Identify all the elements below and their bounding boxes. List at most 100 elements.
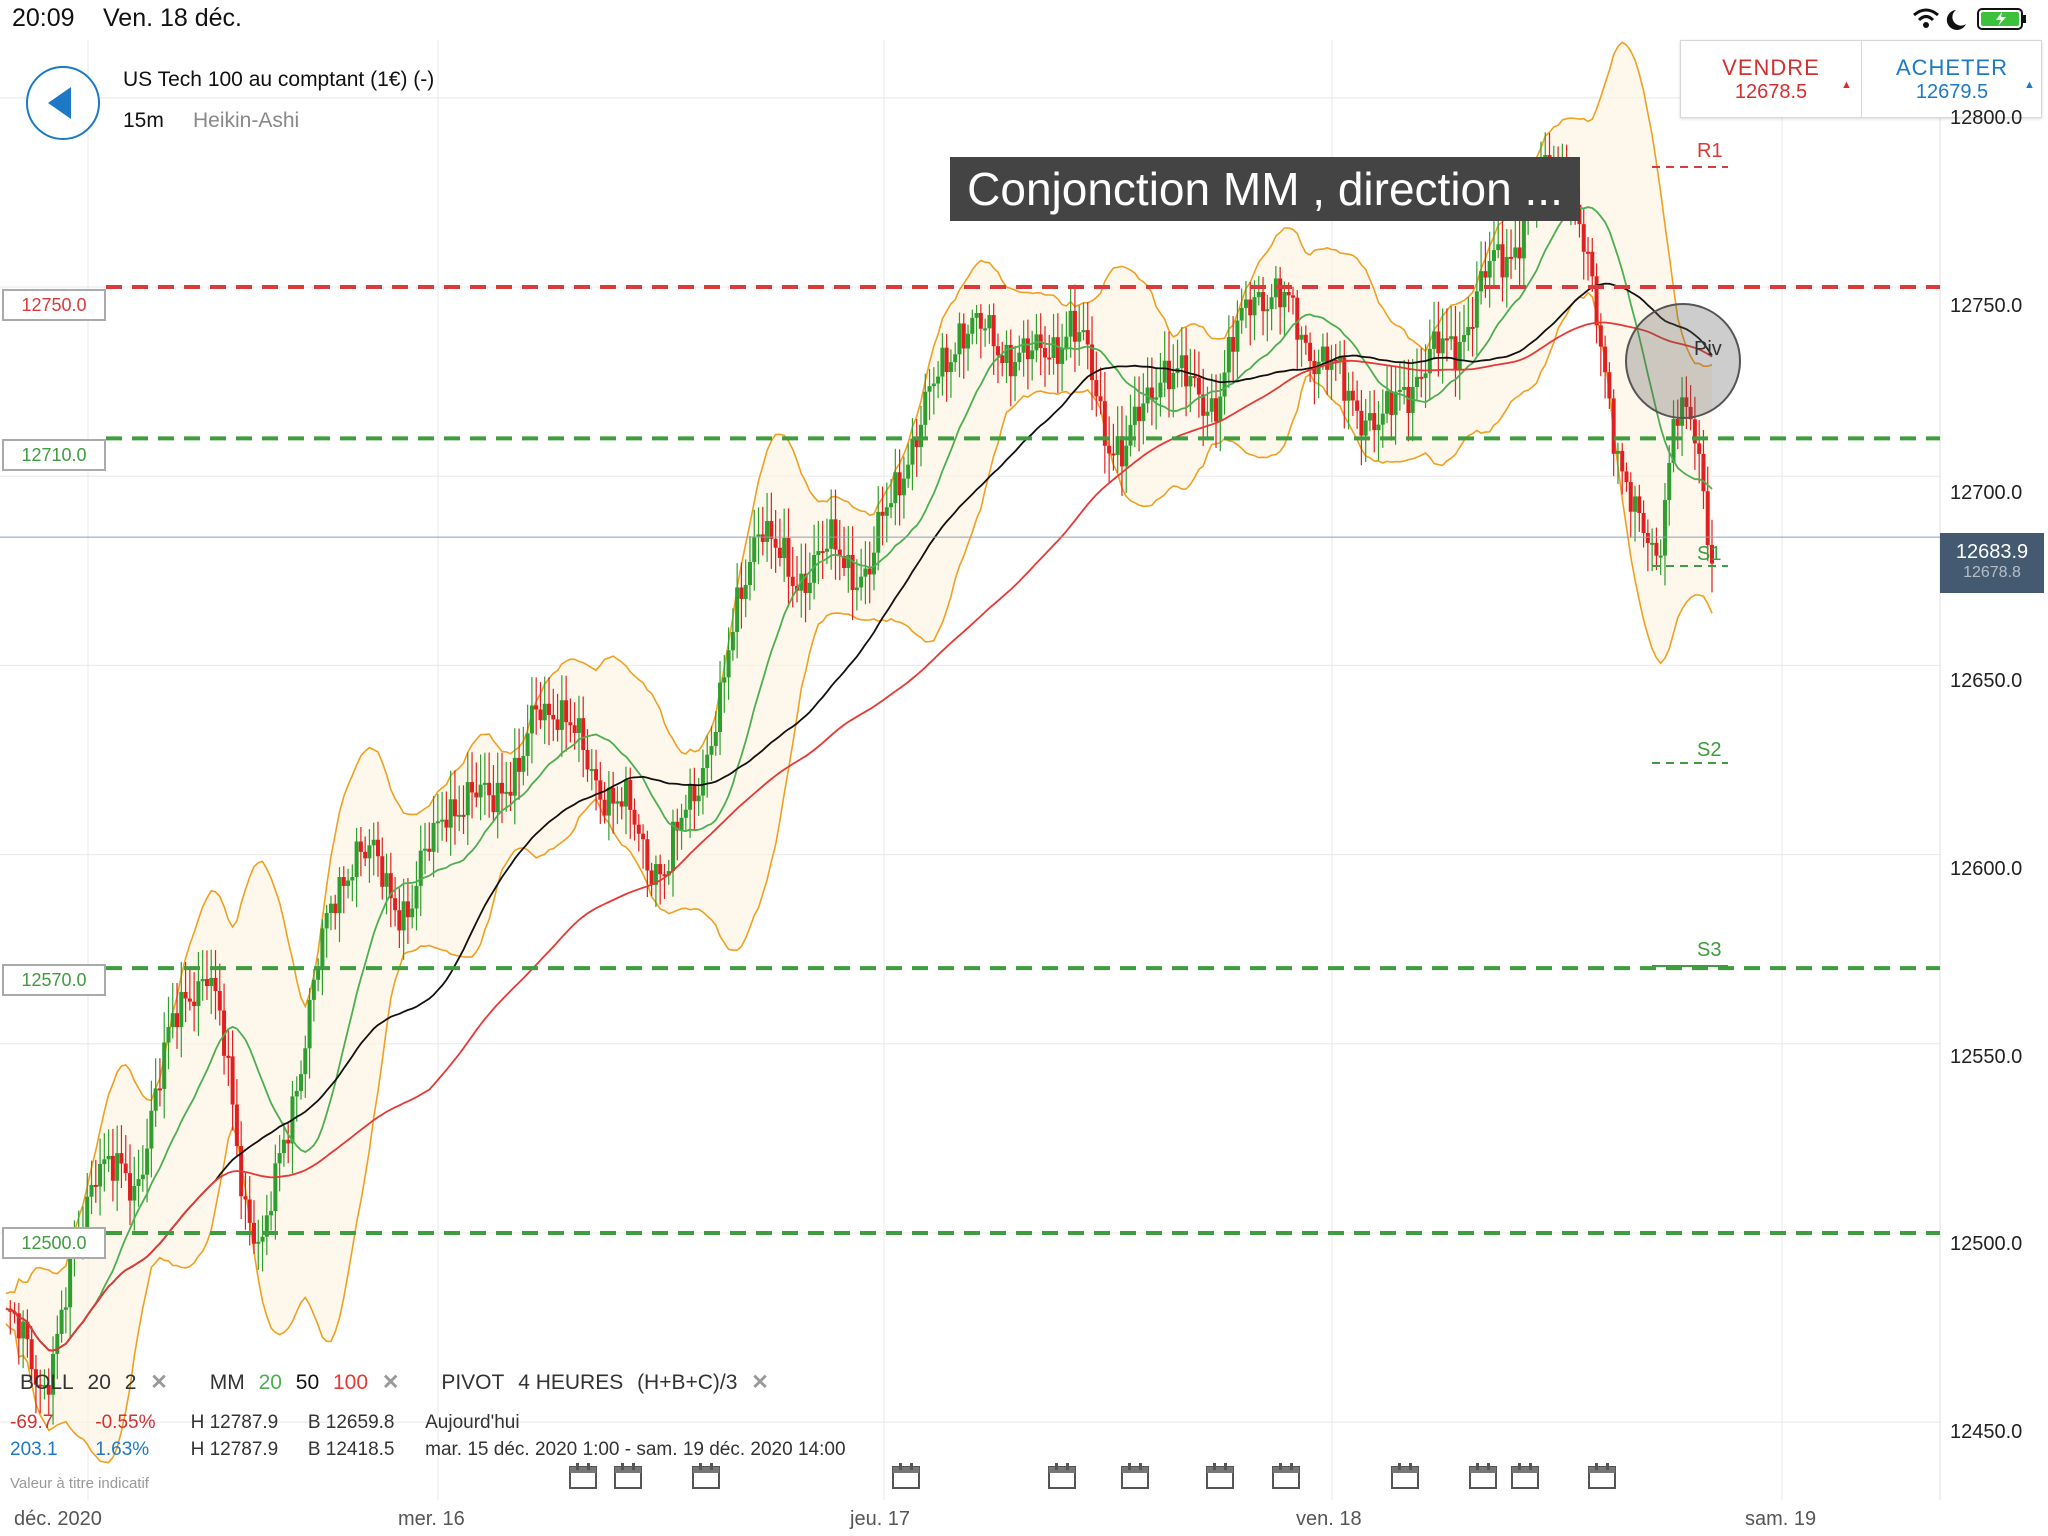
candle-body xyxy=(641,833,646,840)
mm-name[interactable]: MM xyxy=(209,1371,245,1394)
chart-annotation[interactable]: Conjonction MM , direction ... xyxy=(950,157,1580,221)
buy-button[interactable]: ACHETER 12679.5 ▲ xyxy=(1862,41,2042,117)
candle-body xyxy=(234,1104,239,1147)
boll-name[interactable]: BOLL xyxy=(20,1371,74,1394)
mm-close-icon[interactable]: ✕ xyxy=(381,1371,400,1394)
candle-body xyxy=(354,841,359,878)
candle-body xyxy=(375,839,380,857)
candle-body xyxy=(927,386,932,392)
candle-body xyxy=(427,848,432,852)
indicative-note: Valeur à titre indicatif xyxy=(10,1475,149,1492)
candle-body xyxy=(589,769,594,772)
calendar-icon[interactable] xyxy=(1047,1462,1077,1490)
candle-body xyxy=(1367,413,1372,421)
chart-type-selector[interactable]: Heikin-Ashi xyxy=(193,109,300,132)
candle-body xyxy=(991,315,996,347)
candle-body xyxy=(1085,330,1090,345)
indicator-legend: BOLL 20 2 ✕ MM 20 50 100 ✕ PIVOT 4 HEURE… xyxy=(20,1370,805,1395)
sell-button[interactable]: VENDRE 12678.5 ▲ xyxy=(1681,41,1862,117)
candle-body xyxy=(1004,344,1009,363)
candle-body xyxy=(1154,397,1159,400)
calendar-icon[interactable] xyxy=(1120,1462,1150,1490)
candle-body xyxy=(850,554,855,591)
candle-body xyxy=(1149,387,1154,400)
candle-body xyxy=(1423,373,1428,379)
candle-body xyxy=(367,845,372,859)
calendar-icon[interactable] xyxy=(568,1462,598,1490)
candle-body xyxy=(1397,389,1402,392)
instrument-name[interactable]: US Tech 100 au comptant (1€) (-) xyxy=(123,68,435,91)
candle-body xyxy=(1278,278,1283,308)
candle-body xyxy=(773,538,778,548)
candle-body xyxy=(1051,337,1056,358)
y-tick: 12600.0 xyxy=(1950,858,2023,880)
boll-close-icon[interactable]: ✕ xyxy=(150,1371,168,1394)
candle-body xyxy=(820,551,825,554)
back-button[interactable] xyxy=(26,66,100,140)
candle-body xyxy=(1205,411,1210,416)
candle-body xyxy=(966,333,971,349)
day-label: Aujourd'hui xyxy=(425,1412,520,1433)
calendar-icon[interactable] xyxy=(691,1462,721,1490)
candle-body xyxy=(1350,390,1355,401)
candle-body xyxy=(790,576,795,586)
candle-body xyxy=(482,782,487,785)
calendar-icon[interactable] xyxy=(1205,1462,1235,1490)
boll-dev: 2 xyxy=(124,1371,137,1394)
pivot-close-icon[interactable]: ✕ xyxy=(751,1371,769,1394)
candle-body xyxy=(1710,544,1714,564)
calendar-icon[interactable] xyxy=(1390,1462,1420,1490)
candle-body xyxy=(68,1254,73,1308)
pivot-s2-label: S2 xyxy=(1697,739,1722,761)
pivot-name[interactable]: PIVOT xyxy=(441,1371,505,1394)
level-label-12710[interactable]: 12710.0 xyxy=(2,439,106,471)
candle-body xyxy=(175,1013,180,1028)
candle-body xyxy=(397,910,402,931)
candle-body xyxy=(1068,310,1073,337)
candle-body xyxy=(38,1384,43,1387)
candle-body xyxy=(33,1369,38,1385)
level-label-12570[interactable]: 12570.0 xyxy=(2,964,106,996)
candle-body xyxy=(1586,251,1591,254)
candle-body xyxy=(1342,357,1347,401)
candle-body xyxy=(1158,382,1163,398)
candle-body xyxy=(1590,251,1595,277)
candle-body xyxy=(726,650,731,678)
candle-body xyxy=(683,809,688,818)
level-label-12750[interactable]: 12750.0 xyxy=(2,289,106,321)
calendar-icon[interactable] xyxy=(1587,1462,1617,1490)
candle-body xyxy=(123,1163,128,1174)
candle-body xyxy=(867,568,872,575)
candle-body xyxy=(1680,397,1685,426)
timeframe-selector[interactable]: 15m xyxy=(123,109,164,132)
candle-body xyxy=(1141,403,1146,422)
candle-body xyxy=(769,521,774,539)
calendar-icon[interactable] xyxy=(1510,1462,1540,1490)
candle-body xyxy=(777,547,782,558)
moving-averages xyxy=(5,206,1713,1352)
level-label-12500[interactable]: 12500.0 xyxy=(2,1227,106,1259)
candle-body xyxy=(1282,291,1287,308)
calendar-icon[interactable] xyxy=(1271,1462,1301,1490)
x-tick: ven. 18 xyxy=(1296,1508,1362,1530)
range-low: B 12418.5 xyxy=(307,1439,395,1460)
candle-body xyxy=(1500,244,1505,278)
candle-body xyxy=(735,587,740,633)
candle-body xyxy=(1406,386,1411,413)
candle-body xyxy=(1504,256,1509,278)
candle-body xyxy=(346,880,351,886)
calendar-icon[interactable] xyxy=(613,1462,643,1490)
candle-body xyxy=(1671,419,1676,464)
candle-body xyxy=(320,928,325,969)
candle-body xyxy=(405,901,410,918)
candle-body xyxy=(739,587,744,599)
stats-day-row: -69.7 -0.55% H 12787.9 B 12659.8 Aujourd… xyxy=(10,1412,520,1434)
candle-body xyxy=(854,587,859,591)
candle-body xyxy=(444,819,449,828)
x-tick: mer. 16 xyxy=(398,1508,465,1530)
calendar-icon[interactable] xyxy=(1468,1462,1498,1490)
candle-body xyxy=(127,1173,132,1201)
candle-body xyxy=(880,511,885,516)
calendar-icon[interactable] xyxy=(891,1462,921,1490)
